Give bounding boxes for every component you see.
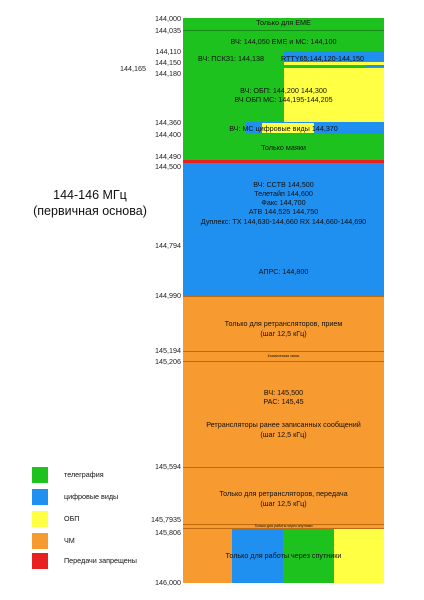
segment-sat-digital bbox=[232, 529, 283, 583]
segment-ssb-label-1: ВЧ: ОБП: 144,200 144,300 bbox=[240, 86, 327, 95]
segment-sat-telegraph bbox=[283, 529, 334, 583]
segment-repeater-input-label-2: (шаг 12,5 кГц) bbox=[260, 329, 307, 338]
segment-aprs bbox=[183, 246, 384, 296]
segment-digital-label-2: Телетайп 144,600 bbox=[254, 189, 313, 198]
tick-label: 145,206 bbox=[155, 357, 181, 366]
tick-label: 144,400 bbox=[155, 130, 181, 139]
tick-label: 144,165 bbox=[120, 64, 146, 73]
segment-ms-ssb bbox=[262, 123, 314, 133]
legend-swatch-digital bbox=[32, 489, 48, 505]
segment-repeater-output-label-1: Только для ретрансляторов, передача bbox=[219, 489, 348, 498]
segment-sat-guard bbox=[183, 524, 384, 529]
segment-repeater-input bbox=[183, 296, 384, 351]
segment-ssb-green bbox=[183, 73, 284, 122]
band-title-line2: (первичная основа) bbox=[33, 204, 147, 218]
tick-label: 144,035 bbox=[155, 26, 181, 35]
segment-digital bbox=[183, 163, 384, 246]
segment-ssb-yellow bbox=[284, 73, 384, 122]
tick-label: 146,000 bbox=[155, 578, 181, 587]
band-title: 144-146 МГц (первичная основа) bbox=[26, 187, 154, 219]
segment-ms-digital-label: ВЧ: MC цифровые виды 144,370 bbox=[229, 124, 338, 133]
segment-repeater-output bbox=[183, 467, 384, 524]
segment-beacons-label: Только маяки bbox=[261, 143, 306, 152]
legend-swatch-ssb bbox=[32, 511, 48, 527]
segment-repeater-output-label-2: (шаг 12,5 кГц) bbox=[260, 499, 307, 508]
segment-satellites-label: Только для работы через спутники bbox=[225, 551, 342, 560]
legend-label: Передачи запрещены bbox=[64, 556, 137, 565]
tick-label: 144,500 bbox=[155, 162, 181, 171]
segment-forbidden bbox=[183, 160, 384, 163]
tick-label: 145,7935 bbox=[151, 515, 181, 524]
segment-digital-label-5: Дуплекс: TX 144,630-144,660 RX 144,660-1… bbox=[200, 217, 367, 226]
segment-eme-label: Только для EME bbox=[256, 18, 311, 27]
tick-label: 144,360 bbox=[155, 118, 181, 127]
tick-label: 144,110 bbox=[155, 47, 181, 56]
legend-label: телеграфия bbox=[64, 470, 104, 479]
legend-label: ОБП bbox=[64, 514, 80, 523]
segment-pskz-label: ВЧ: ПСКЗ1: 144,138 bbox=[198, 54, 265, 63]
segment-fm-label-1: ВЧ: 145,500 bbox=[263, 388, 304, 397]
legend-label: ЧМ bbox=[64, 536, 75, 545]
segment-repeater-input-label-1: Только для ретрансляторов, прием bbox=[224, 319, 343, 328]
segment-144150 bbox=[183, 62, 384, 67]
segment-144165 bbox=[183, 67, 384, 73]
segment-beacons bbox=[183, 134, 384, 160]
legend-swatch-telegraph bbox=[32, 467, 48, 483]
segment-sat-fm bbox=[183, 529, 232, 583]
segment-space bbox=[183, 351, 384, 362]
band-title-line1: 144-146 МГц bbox=[53, 188, 127, 202]
segment-space-label: Космическая связь bbox=[267, 354, 300, 358]
segment-144150-digital bbox=[366, 65, 384, 68]
tick-label: 145,594 bbox=[155, 462, 181, 471]
segment-fm-label-5: (шаг 12,5 кГц) bbox=[260, 430, 307, 439]
legend-label: цифровые виды bbox=[64, 492, 119, 501]
segment-hf-eme-ms bbox=[183, 30, 384, 51]
tick-label: 144,490 bbox=[155, 152, 181, 161]
segment-aprs-label: АПРС: 144,800 bbox=[258, 267, 309, 276]
tick-label: 145,194 bbox=[155, 346, 181, 355]
tick-label: 144,000 bbox=[155, 14, 181, 23]
segment-digital-label-3: Факс 144,700 bbox=[261, 198, 306, 207]
segment-rtty-label: RTTY65:144,120-144,150 bbox=[281, 54, 364, 63]
segment-eme bbox=[183, 18, 384, 30]
tick-label: 144,150 bbox=[155, 58, 181, 67]
legend-swatch-fm bbox=[32, 533, 48, 549]
tick-label: 144,794 bbox=[155, 241, 181, 250]
tick-label: 145,806 bbox=[155, 528, 181, 537]
segment-144150-ssb bbox=[284, 62, 384, 65]
segment-rtty bbox=[284, 51, 384, 62]
tick-label: 144,180 bbox=[155, 69, 181, 78]
segment-hf-eme-ms-label: ВЧ: 144,050 EME и MC: 144,100 bbox=[230, 37, 337, 46]
segment-sat-guard-label: Только для работы через спутники bbox=[254, 524, 313, 528]
legend-swatch-forbidden bbox=[32, 553, 48, 569]
segment-digital-label-1: ВЧ: ССТВ 144,500 bbox=[253, 180, 314, 189]
tick-label: 144,990 bbox=[155, 291, 181, 300]
segment-pskz bbox=[183, 51, 284, 62]
segment-digital-label-4: ATB 144,525 144,750 bbox=[248, 207, 319, 216]
segment-fm-label-4: Ретрансляторы ранее записанных сообщений bbox=[206, 420, 361, 429]
segment-sat-ssb bbox=[334, 529, 384, 583]
segment-fm bbox=[183, 362, 384, 467]
segment-ssb-label-2: ВЧ ОБП MC: 144,195-144,205 bbox=[234, 95, 333, 104]
segment-144165-ssb bbox=[284, 68, 384, 73]
segment-fm-label-2: PAC: 145,45 bbox=[263, 397, 304, 406]
